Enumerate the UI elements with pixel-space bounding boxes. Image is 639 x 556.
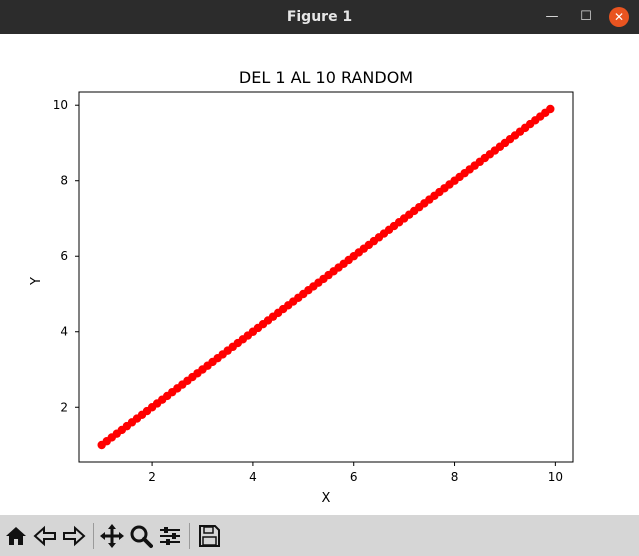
pan-icon: [100, 524, 124, 548]
figure-canvas[interactable]: DEL 1 AL 10 RANDOM X Y 2 4 6 8 10 2 4 6 8 10: [0, 34, 639, 515]
chart: DEL 1 AL 10 RANDOM X Y 2 4 6 8 10 2 4 6 8 10: [29, 68, 574, 506]
y-axis-label: Y: [29, 277, 44, 286]
y-tick-label: 4: [60, 325, 68, 339]
x-tick-label: 6: [350, 470, 358, 484]
toolbar-separator: [189, 523, 190, 549]
x-tick-label: 8: [451, 470, 459, 484]
minimize-button[interactable]: —: [545, 9, 559, 24]
x-axis-label: X: [322, 491, 331, 506]
x-tick-label: 4: [249, 470, 257, 484]
close-button[interactable]: ✕: [609, 7, 629, 27]
y-tick-label: 8: [60, 174, 68, 188]
title-bar[interactable]: Figure 1 — ☐ ✕: [0, 0, 639, 34]
back-button[interactable]: [33, 523, 57, 549]
toolbar-separator: [93, 523, 94, 549]
zoom-button[interactable]: [129, 523, 153, 549]
y-tick-label: 6: [60, 249, 68, 263]
data-point: [546, 104, 555, 114]
axes-frame: [78, 91, 574, 463]
navigation-toolbar: [0, 515, 639, 556]
home-button[interactable]: [4, 523, 28, 549]
chart-title: DEL 1 AL 10 RANDOM: [239, 68, 413, 87]
configure-subplots-button[interactable]: [158, 523, 182, 549]
forward-icon: [63, 525, 86, 547]
y-tick-label: 10: [53, 98, 68, 112]
zoom-icon: [130, 525, 153, 548]
back-icon: [33, 525, 56, 547]
home-icon: [6, 527, 26, 545]
maximize-button[interactable]: ☐: [580, 9, 592, 24]
save-icon: [199, 525, 220, 547]
x-tick-label: 10: [548, 470, 563, 484]
window-title: Figure 1: [286, 9, 353, 25]
save-button[interactable]: [197, 523, 221, 549]
pan-button[interactable]: [100, 523, 124, 549]
configure-subplots-icon: [160, 527, 180, 545]
forward-button[interactable]: [62, 523, 86, 549]
x-tick-label: 2: [148, 470, 156, 484]
y-tick-label: 2: [60, 400, 68, 414]
